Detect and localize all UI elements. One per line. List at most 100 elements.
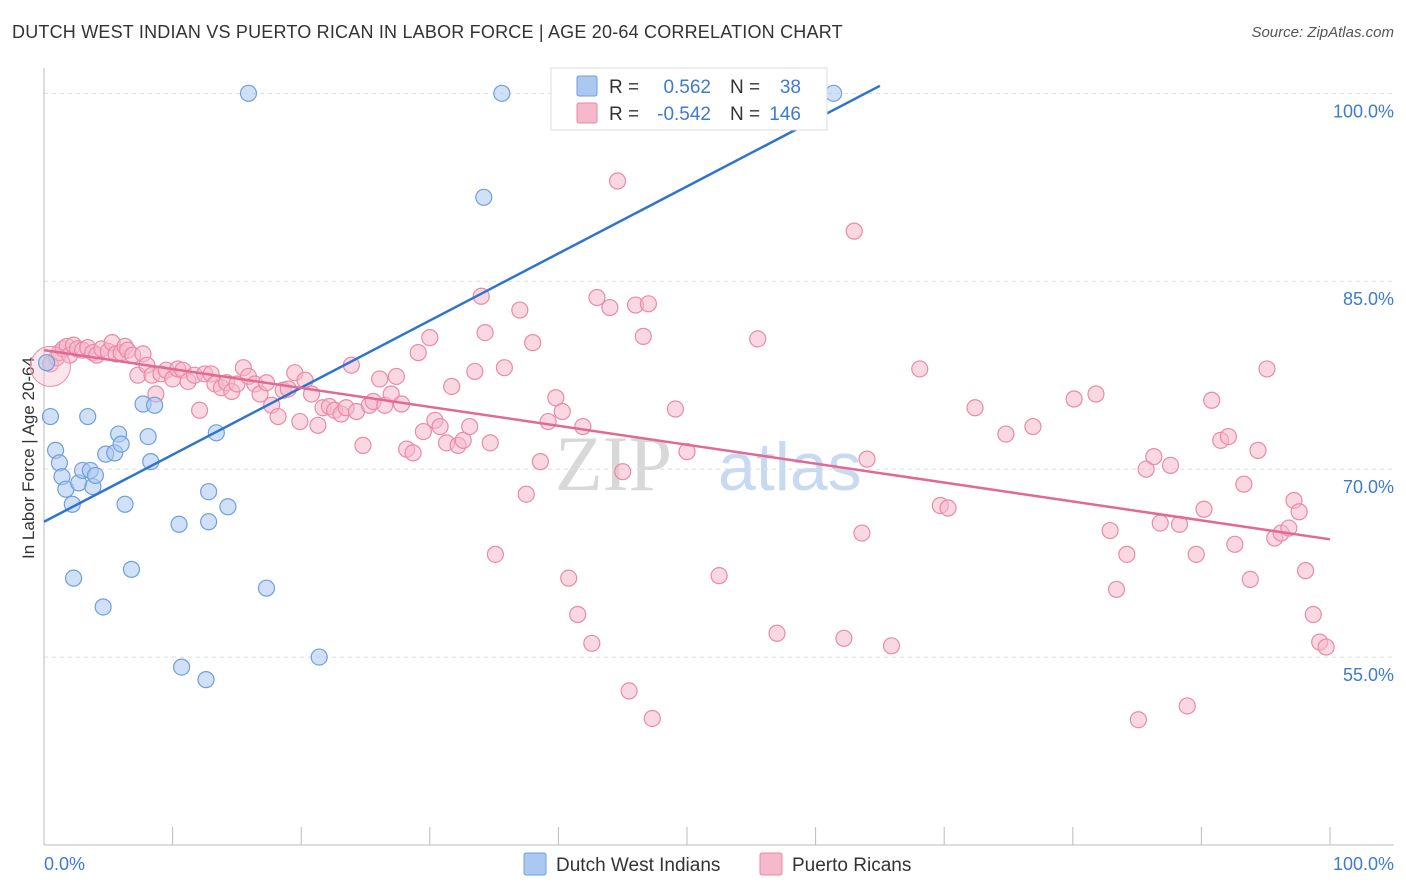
puerto-ricans-point (1290, 503, 1308, 521)
puerto-ricans-point (560, 569, 578, 587)
puerto-ricans-point (1187, 545, 1205, 563)
dutch-west-indians-point (145, 396, 164, 414)
bottom-legend-swatch-blue (523, 852, 547, 876)
puerto-ricans-point (421, 329, 439, 347)
puerto-ricans-point (1226, 535, 1244, 553)
puerto-ricans-point (1203, 391, 1221, 409)
puerto-ricans-point (1258, 360, 1276, 378)
puerto-ricans-point (634, 327, 652, 345)
puerto-ricans-point (1129, 711, 1147, 729)
puerto-ricans-points (29, 84, 1335, 729)
puerto-ricans-point (1304, 605, 1322, 624)
puerto-ricans-point (269, 407, 287, 426)
bottom-legend-label-1: Dutch West Indians (556, 855, 720, 876)
puerto-ricans-point (414, 422, 432, 441)
puerto-ricans-point (539, 412, 557, 431)
dutch-west-indians-point (257, 579, 276, 597)
dutch-west-indians-point (173, 658, 191, 676)
x-tick-label-max: 100.0% (1333, 854, 1394, 874)
legend-n-value-1: 38 (780, 77, 801, 98)
puerto-ricans-point (404, 444, 422, 462)
source-label: Source: ZipAtlas.com (1251, 24, 1394, 41)
puerto-ricans-point (1161, 456, 1180, 475)
dutch-west-indians-trend-line (43, 84, 881, 523)
legend-n-label-2: N = (730, 104, 760, 125)
puerto-ricans-point (997, 425, 1015, 443)
puerto-ricans-point (639, 295, 658, 313)
puerto-ricans-point (1118, 545, 1136, 563)
puerto-ricans-point (1145, 448, 1163, 466)
y-tick-label: 100.0% (1333, 101, 1394, 121)
dutch-west-indians-point (112, 435, 130, 453)
y-tick-label: 55.0% (1343, 665, 1394, 685)
puerto-ricans-point (1137, 460, 1155, 478)
puerto-ricans-point (454, 431, 472, 449)
dutch-west-indians-point (200, 513, 218, 531)
puerto-ricans-point (291, 412, 309, 431)
legend-swatch-blue (576, 75, 598, 97)
puerto-ricans-point (966, 399, 984, 417)
puerto-ricans-point (1317, 638, 1335, 656)
dutch-west-indians-points (37, 84, 843, 689)
legend-swatch-pink (576, 102, 598, 124)
puerto-ricans-point (666, 400, 685, 418)
x-tick-label-min: 0.0% (44, 854, 85, 874)
y-tick-labels: 100.0% 85.0% 70.0% 55.0% (1333, 101, 1394, 685)
puerto-ricans-point (354, 436, 372, 454)
puerto-ricans-point (443, 377, 461, 396)
dutch-west-indians-point (116, 495, 134, 513)
puerto-ricans-point (191, 401, 209, 419)
legend-r-value-1: 0.562 (663, 77, 711, 98)
puerto-ricans-point (524, 334, 542, 352)
dutch-west-indians-point (37, 354, 56, 372)
axes (43, 68, 1394, 846)
puerto-ricans-point (882, 637, 901, 655)
puerto-ricans-point (461, 417, 479, 436)
puerto-ricans-point (1235, 475, 1253, 493)
bottom-legend-swatch-pink (759, 852, 783, 876)
puerto-ricans-point (643, 709, 661, 728)
dutch-west-indians-point (197, 671, 215, 689)
dutch-west-indians-point (122, 560, 141, 578)
dutch-west-indians-point (170, 515, 188, 533)
dutch-west-indians-point (86, 466, 105, 485)
puerto-ricans-point (768, 624, 786, 642)
y-tick-label: 85.0% (1343, 289, 1394, 309)
puerto-ricans-point (481, 434, 499, 452)
legend-r-value-2: -0.542 (657, 104, 711, 125)
puerto-ricans-point (1241, 570, 1259, 589)
legend-n-value-2: 146 (769, 104, 801, 125)
puerto-ricans-point (749, 330, 767, 348)
bottom-legend-label-2: Puerto Ricans (792, 855, 911, 876)
puerto-ricans-point (620, 682, 638, 700)
puerto-ricans-point (1195, 500, 1213, 518)
legend-r-label-2: R = (609, 104, 639, 125)
puerto-ricans-point (1101, 521, 1119, 540)
puerto-ricans-point (845, 222, 863, 240)
legend-r-label-1: R = (609, 77, 639, 98)
puerto-ricans-point (466, 362, 484, 381)
legend: R = 0.562 N = 38 R = -0.542 N = 146 (550, 67, 828, 131)
dutch-west-indians-point (64, 569, 83, 587)
puerto-ricans-point (710, 567, 728, 585)
puerto-ricans-point (1249, 441, 1267, 459)
puerto-ricans-point (387, 367, 405, 386)
puerto-ricans-point (431, 417, 449, 436)
puerto-ricans-point (511, 301, 529, 319)
puerto-ricans-point (476, 324, 494, 342)
puerto-ricans-point (531, 453, 549, 471)
dutch-west-indians-point (310, 648, 328, 666)
puerto-ricans-point (835, 629, 853, 647)
puerto-ricans-point (547, 389, 565, 407)
dutch-west-indians-point (493, 84, 511, 102)
puerto-ricans-point (588, 288, 606, 307)
puerto-ricans-point (1107, 580, 1126, 599)
puerto-ricans-point (858, 450, 876, 468)
puerto-ricans-point (601, 298, 619, 317)
puerto-ricans-point (1219, 427, 1238, 446)
puerto-ricans-point (1151, 514, 1169, 532)
puerto-ricans-point (1296, 562, 1315, 580)
dutch-west-indians-point (239, 84, 258, 102)
dutch-west-indians-point (219, 498, 237, 516)
